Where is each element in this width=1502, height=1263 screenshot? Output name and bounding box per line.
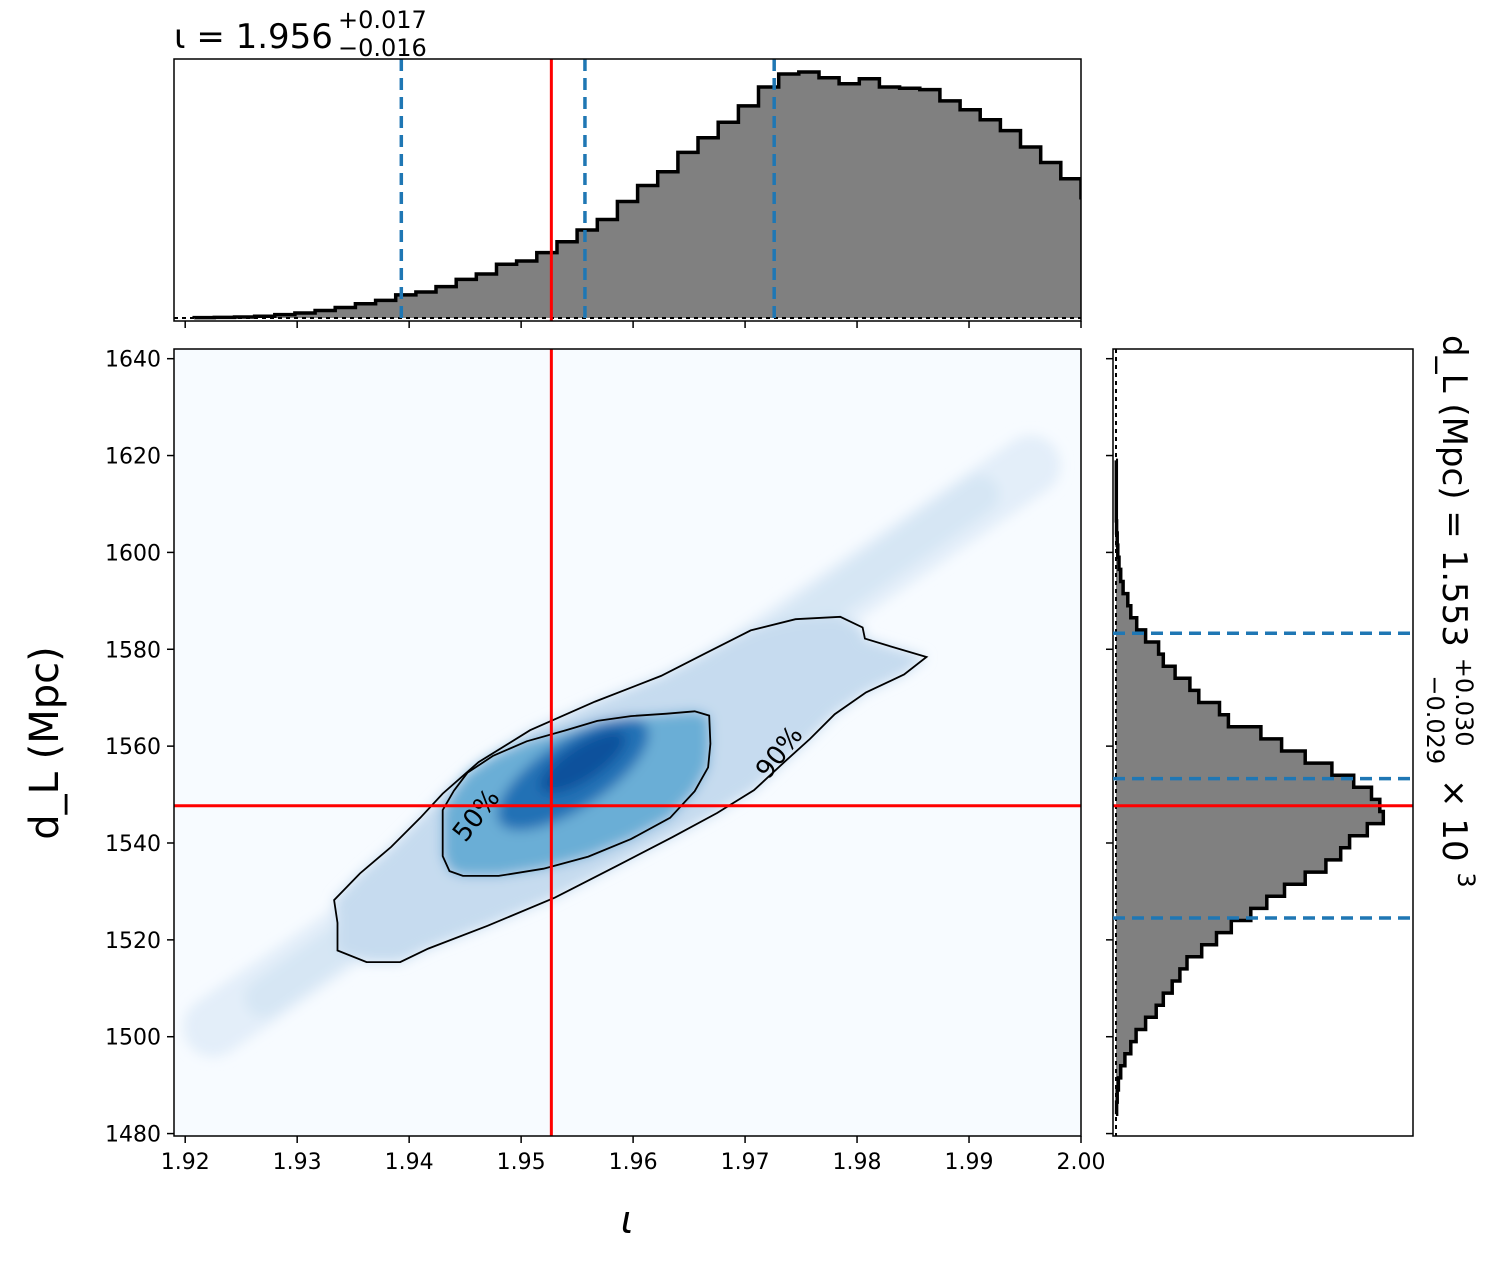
joint-panel: 50%90% 1.92 1.93 1.94 1.95 1.96 1.97 1.98 1.99 2… xyxy=(22,348,1105,1242)
y-tick-label: 1500 xyxy=(105,1026,161,1051)
iota-histogram xyxy=(174,59,1081,321)
right-marginal-panel: d_L (Mpc) = 1.553 +0.030 −0.029 × 10 3 xyxy=(1106,335,1487,1137)
iota-histogram-fill xyxy=(194,72,1081,318)
contour-90 xyxy=(333,615,929,963)
joint-panel-frame xyxy=(173,348,1082,1137)
x-axis-label: ι xyxy=(621,1198,634,1242)
joint-density: 50%90% xyxy=(174,349,1081,1136)
y-axis-ticks: 1480 1500 1520 1540 1560 1580 1600 1620 1640 xyxy=(105,348,174,1148)
y-tick-label: 1520 xyxy=(105,929,161,954)
x-tick-label: 2.00 xyxy=(1057,1150,1106,1175)
iota-title: ι = 1.956 +0.017 −0.016 xyxy=(174,0,438,62)
iota-histogram-outline xyxy=(192,70,1081,320)
x-tick-label: 1.97 xyxy=(721,1150,770,1175)
y-tick-label: 1640 xyxy=(105,348,161,373)
distance-histogram xyxy=(1113,349,1413,1136)
distance-histogram-fill xyxy=(1116,460,1384,1115)
x-tick-label: 1.98 xyxy=(833,1150,882,1175)
x-tick-label: 1.96 xyxy=(609,1150,658,1175)
y-tick-label: 1480 xyxy=(105,1123,161,1148)
x-tick-label: 1.95 xyxy=(497,1150,546,1175)
y-tick-label: 1540 xyxy=(105,832,161,857)
y-axis-label: d_L (Mpc) xyxy=(22,646,68,840)
y-tick-label: 1620 xyxy=(105,445,161,470)
y-tick-label: 1600 xyxy=(105,541,161,566)
y-tick-label: 1580 xyxy=(105,638,161,663)
x-tick-label: 1.94 xyxy=(385,1150,434,1175)
distance-title: d_L (Mpc) = 1.553 +0.030 −0.029 × 10 3 xyxy=(1418,335,1487,888)
right-panel-frame xyxy=(1112,348,1414,1137)
x-axis-ticks: 1.92 1.93 1.94 1.95 1.96 1.97 1.98 1.99 2.00 xyxy=(161,1136,1106,1175)
distance-histogram-outline xyxy=(1114,458,1386,1116)
y-tick-label: 1560 xyxy=(105,735,161,760)
contour-50 xyxy=(441,710,712,877)
x-tick-label: 1.99 xyxy=(945,1150,994,1175)
top-marginal-panel: ι = 1.956 +0.017 −0.016 xyxy=(173,0,1082,328)
x-tick-label: 1.92 xyxy=(161,1150,210,1175)
right-panel-ticks xyxy=(1106,357,1413,1135)
top-panel-ticks xyxy=(184,321,1082,328)
x-tick-label: 1.93 xyxy=(273,1150,322,1175)
density-core xyxy=(540,730,627,794)
top-panel-frame xyxy=(173,58,1082,322)
